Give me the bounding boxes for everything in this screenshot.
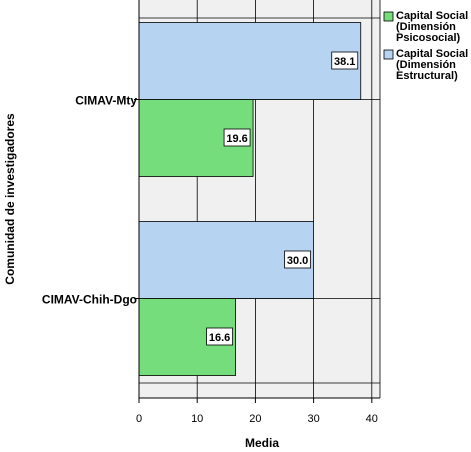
data-label-psicosocial-1: 19.6	[226, 133, 247, 145]
data-label-box-estructural-2	[284, 250, 312, 269]
data-label-estructural-2: 30.0	[287, 255, 308, 267]
category-labels: CIMAV-Mty CIMAV-Chih-Dgo	[42, 94, 137, 307]
x-tick-label-30: 30	[307, 413, 319, 425]
legend-label-estructural: Capital Social (Dimensión Estructural)	[396, 48, 468, 82]
x-tick-label-0: 0	[136, 413, 142, 425]
x-tick-labels: 0 10 20 30 40	[136, 413, 378, 425]
category-label-1: CIMAV-Mty	[75, 94, 137, 108]
category-label-2: CIMAV-Chih-Dgo	[42, 293, 137, 307]
bars: 38.1 19.6 30.0 16.6	[138, 22, 362, 376]
data-label-estructural-1: 38.1	[334, 56, 355, 68]
legend: Capital Social (Dimensión Psicosocial) Capi…	[383, 10, 468, 82]
data-label-box-estructural-1	[331, 51, 359, 70]
x-tick-label-20: 20	[249, 413, 261, 425]
x-tick-label-40: 40	[366, 413, 378, 425]
data-label-box-psicosocial-2	[206, 327, 234, 346]
data-label-psicosocial-2: 16.6	[209, 332, 230, 344]
legend-swatch-estructural	[383, 49, 394, 60]
legend-swatch-psicosocial	[383, 11, 394, 22]
axes	[134, 0, 381, 403]
bar-estructural-1	[138, 22, 362, 100]
x-tick-label-10: 10	[191, 413, 203, 425]
legend-label-psicosocial: Capital Social (Dimensión Psicosocial)	[396, 10, 468, 44]
data-label-box-psicosocial-1	[223, 128, 251, 147]
y-axis-title: Comunidad de investigadores	[3, 113, 17, 285]
x-axis-title: Media	[245, 436, 279, 450]
